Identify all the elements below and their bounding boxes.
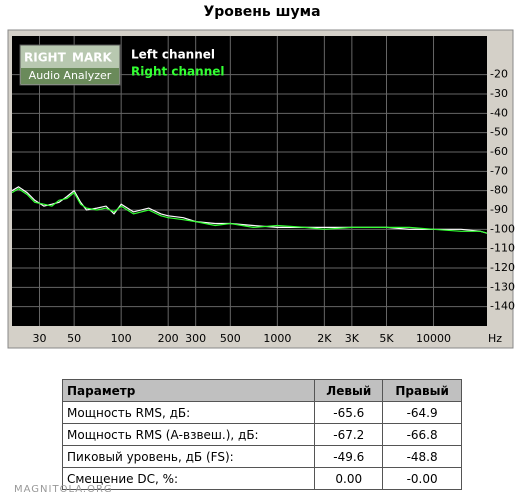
x-tick-label: 300 (185, 332, 206, 345)
table-cell: Параметр (61, 379, 316, 402)
chart-title: Уровень шума (203, 4, 320, 20)
table-cell: -67.2 (314, 423, 384, 446)
table-cell: Смещение DC, %: (61, 467, 316, 490)
x-tick-label: 30 (33, 332, 47, 345)
logo-text: Audio Analyzer (29, 69, 112, 82)
y-tick-label: -90 (490, 203, 508, 216)
y-tick-label: -120 (490, 261, 515, 274)
x-tick-label: 5K (379, 332, 394, 345)
table-row: Мощность RMS (А-взвеш.), дБ: -67.2 -66.8 (61, 423, 462, 446)
x-unit-label: Hz (488, 332, 502, 345)
logo-band (21, 68, 119, 84)
x-tick-label: 3K (345, 332, 360, 345)
table-row: Мощность RMS, дБ: -65.6 -64.9 (61, 401, 462, 424)
table-cell: Мощность RMS, дБ: (61, 401, 316, 424)
table-cell: -48.8 (382, 445, 462, 468)
logo-text: RIGHT (24, 51, 67, 65)
x-tick-label: 1000 (263, 332, 291, 345)
x-tick-label: 200 (158, 332, 179, 345)
y-tick-label: -30 (490, 87, 508, 100)
table-row: Пиковый уровень, дБ (FS): -49.6 -48.8 (61, 445, 462, 468)
x-tick-label: 50 (67, 332, 81, 345)
x-tick-label: 500 (220, 332, 241, 345)
table-cell: 0.00 (314, 467, 384, 490)
x-tick-label: 2K (317, 332, 332, 345)
legend-entry: Left channel (131, 48, 215, 62)
chart: Уровень шума Hz -20 -30 -40 -50 -60 -70 -80 -90… (7, 4, 515, 349)
x-tick-label: 100 (111, 332, 132, 345)
y-tick-label: -140 (490, 300, 515, 313)
table-cell: -49.6 (314, 445, 384, 468)
y-tick-label: -110 (490, 242, 515, 255)
watermark: MAGNITOLA.ORG (14, 484, 113, 495)
table-cell: Мощность RMS (А-взвеш.), дБ: (61, 423, 316, 446)
logo-text: MARK (72, 51, 112, 65)
y-tick-label: -70 (490, 164, 508, 177)
y-tick-label: -60 (490, 145, 508, 158)
y-tick-label: -100 (490, 222, 515, 235)
y-tick-label: -130 (490, 280, 515, 293)
table-cell: Левый (314, 379, 384, 402)
y-tick-label: -40 (490, 106, 508, 119)
legend-entry: Right channel (131, 65, 225, 79)
table-row: Параметр Левый Правый (61, 379, 462, 402)
y-tick-label: -20 (490, 68, 508, 81)
table-cell: -64.9 (382, 401, 462, 424)
table-row: Смещение DC, %: 0.00 -0.00 (61, 467, 462, 490)
series-line (11, 187, 488, 234)
table-cell: -65.6 (314, 401, 384, 424)
table-cell: -0.00 (382, 467, 462, 490)
x-tick-label: 10000 (416, 332, 451, 345)
table-cell: Пиковый уровень, дБ (FS): (61, 445, 316, 468)
table-cell: -66.8 (382, 423, 462, 446)
parameter-table: Параметр Левый Правый Мощность RMS, дБ: -65.… (61, 379, 462, 490)
y-tick-label: -50 (490, 126, 508, 139)
y-tick-label: -80 (490, 184, 508, 197)
table-cell: Правый (382, 379, 462, 402)
